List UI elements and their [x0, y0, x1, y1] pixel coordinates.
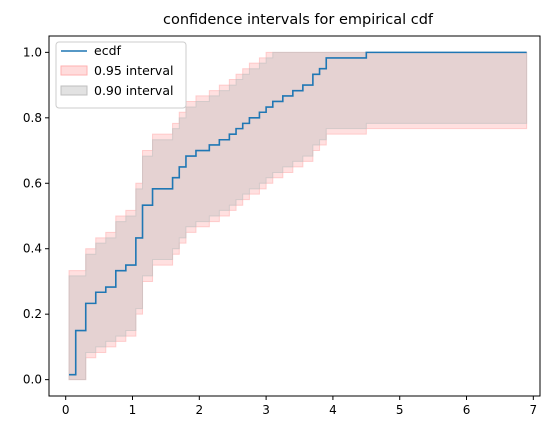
legend: ecdf 0.95 interval 0.90 interval [55, 41, 187, 109]
x-tick-label: 2 [195, 403, 203, 417]
x-tick-label: 6 [463, 403, 471, 417]
legend-95-swatch [60, 65, 88, 76]
legend-90-label: 0.90 interval [94, 83, 173, 98]
ecdf-line [69, 51, 527, 376]
x-tick-label: 0 [62, 403, 70, 417]
x-tick-label: 5 [396, 403, 404, 417]
ecdf-lines [69, 51, 527, 376]
legend-90-swatch [60, 85, 88, 96]
y-tick-label: 1.0 [23, 45, 42, 59]
band-90 [68, 51, 528, 381]
y-tick-label: 0.4 [23, 242, 42, 256]
y-tick-label: 0.2 [23, 307, 42, 321]
x-axis: 0 1 2 3 4 5 6 7 [62, 396, 537, 417]
y-axis: 0.0 0.2 0.4 0.6 0.8 1.0 [23, 45, 49, 387]
legend-95-label: 0.95 interval [94, 63, 173, 78]
y-tick-label: 0.6 [23, 176, 42, 190]
x-tick-label: 7 [529, 403, 537, 417]
legend-box [55, 41, 187, 109]
plot-area [68, 51, 528, 381]
x-tick-label: 3 [262, 403, 270, 417]
interval-bands [68, 51, 528, 381]
chart-title: confidence intervals for empirical cdf [163, 12, 434, 28]
y-tick-label: 0.8 [23, 111, 42, 125]
x-tick-label: 1 [129, 403, 137, 417]
axes-frame [48, 35, 541, 397]
y-tick-label: 0.0 [23, 373, 42, 387]
legend-ecdf-label: ecdf [94, 43, 121, 58]
x-tick-label: 4 [329, 403, 337, 417]
